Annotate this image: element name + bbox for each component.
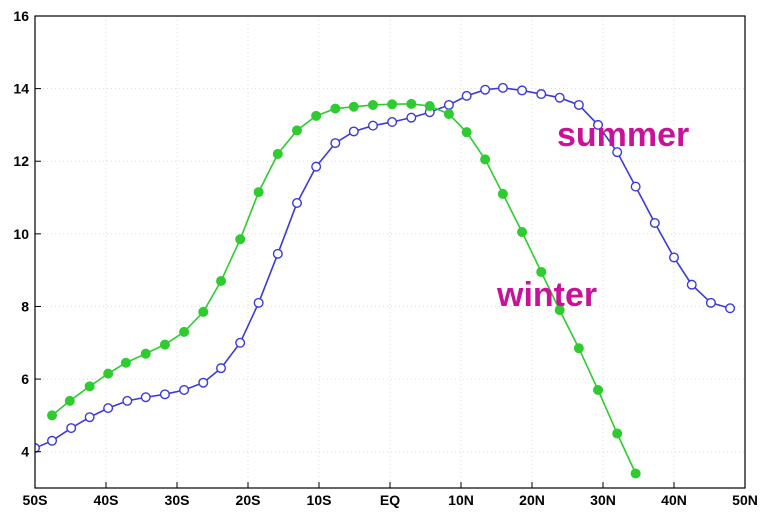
data-point	[517, 227, 528, 238]
data-point	[103, 368, 114, 379]
data-point	[235, 234, 246, 245]
data-point	[159, 339, 170, 350]
data-point	[612, 147, 623, 158]
data-point	[387, 117, 398, 128]
series-label: summer	[557, 116, 689, 154]
data-point	[554, 92, 565, 103]
data-point	[291, 125, 302, 136]
data-point	[84, 412, 95, 423]
data-point	[593, 384, 604, 395]
data-point	[406, 98, 417, 109]
data-point	[291, 197, 302, 208]
data-point	[517, 85, 528, 96]
data-point	[461, 90, 472, 101]
data-point	[480, 154, 491, 165]
y-tick-label: 12	[13, 153, 29, 169]
data-point	[536, 266, 547, 277]
data-point	[367, 99, 378, 110]
data-point	[84, 381, 95, 392]
grid	[34, 15, 746, 488]
data-point	[216, 363, 227, 374]
data-point	[406, 112, 417, 123]
y-tick-label: 4	[21, 444, 29, 460]
data-point	[387, 99, 398, 110]
data-point	[649, 217, 660, 228]
data-point	[497, 82, 508, 93]
data-point	[253, 297, 264, 308]
data-point	[367, 120, 378, 131]
data-point	[140, 348, 151, 359]
data-point	[461, 127, 472, 138]
data-point	[311, 110, 322, 121]
data-point	[330, 138, 341, 149]
data-point	[630, 468, 641, 479]
data-point	[198, 306, 209, 317]
x-tick-label: 20S	[236, 492, 261, 508]
x-tick-label: 40N	[661, 492, 687, 508]
data-point	[443, 99, 454, 110]
data-point	[705, 297, 716, 308]
data-point	[593, 119, 604, 130]
data-point	[235, 337, 246, 348]
data-point	[179, 384, 190, 395]
data-point	[64, 395, 75, 406]
data-point	[216, 276, 227, 287]
data-point	[348, 101, 359, 112]
plot-area	[35, 82, 736, 479]
y-tick-label: 8	[21, 298, 29, 314]
data-point	[311, 161, 322, 172]
data-point	[725, 303, 736, 314]
y-tick-label: 16	[13, 8, 29, 24]
data-point	[669, 252, 680, 263]
x-tick-label: 30N	[590, 492, 616, 508]
x-tick-label: 50S	[23, 492, 48, 508]
data-point	[140, 392, 151, 403]
data-point	[686, 279, 697, 290]
data-point	[272, 248, 283, 259]
y-tick-label: 10	[13, 226, 29, 242]
data-point	[573, 343, 584, 354]
data-point	[253, 187, 264, 198]
data-point	[612, 428, 623, 439]
data-point	[480, 84, 491, 95]
data-point	[198, 377, 209, 388]
data-point	[122, 395, 133, 406]
x-tick-label: 10N	[448, 492, 474, 508]
data-point	[630, 181, 641, 192]
data-point	[66, 423, 77, 434]
x-tick-label: EQ	[380, 492, 400, 508]
data-point	[424, 101, 435, 112]
data-point	[536, 89, 547, 100]
series-label: winter	[496, 276, 597, 314]
y-tick-label: 14	[13, 81, 29, 97]
data-point	[159, 389, 170, 400]
data-point	[179, 326, 190, 337]
data-point	[103, 403, 114, 414]
data-point	[497, 188, 508, 199]
data-point	[272, 148, 283, 159]
x-tick-label: 50N	[732, 492, 758, 508]
data-point	[120, 357, 131, 368]
data-point	[348, 126, 359, 137]
data-point	[47, 435, 58, 446]
x-tick-label: 40S	[94, 492, 119, 508]
x-tick-label: 30S	[165, 492, 190, 508]
data-point	[47, 410, 58, 421]
data-point	[443, 109, 454, 120]
data-point	[330, 103, 341, 114]
data-point	[573, 99, 584, 110]
y-tick-label: 6	[21, 371, 29, 387]
x-tick-label: 20N	[519, 492, 545, 508]
data-point	[554, 305, 565, 316]
x-tick-label: 10S	[307, 492, 332, 508]
